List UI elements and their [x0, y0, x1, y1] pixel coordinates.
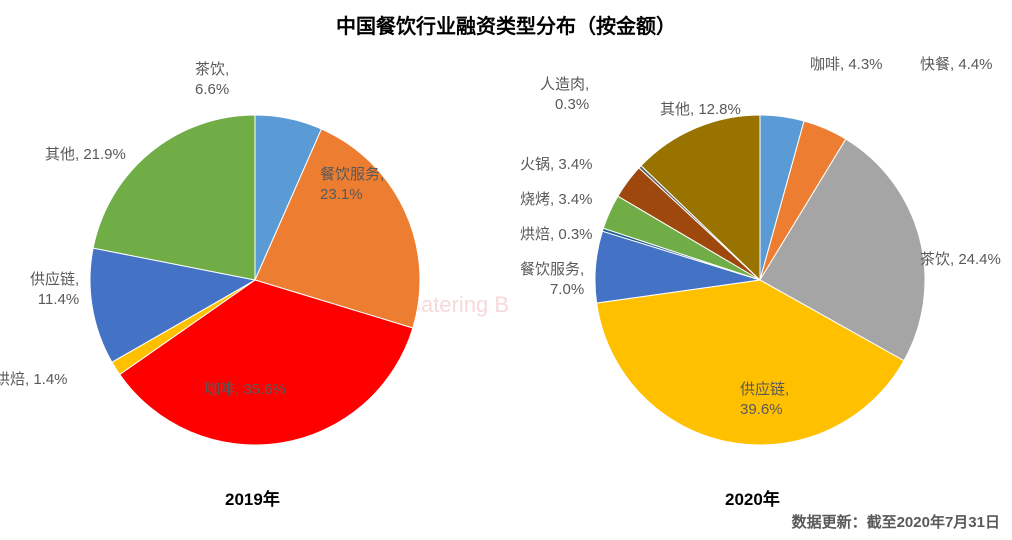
label-烘焙: 烘焙, 0.3% [520, 225, 593, 245]
label-火锅: 火锅, 3.4% [520, 155, 593, 175]
subtitle-2019: 2019年 [225, 485, 280, 510]
label-供应链: 供应链,39.6% [740, 380, 789, 421]
label-咖啡: 咖啡, 4.3% [810, 55, 883, 75]
pie-2020 [0, 0, 1012, 540]
footer-note: 数据更新：截至2020年7月31日 [792, 511, 1000, 532]
label-餐饮服务: 餐饮服务,7.0% [520, 260, 584, 301]
label-咖啡: 咖啡, 35.6% [205, 380, 286, 400]
label-茶饮: 茶饮, 24.4% [920, 250, 1001, 270]
label-烘焙: 烘焙, 1.4% [0, 370, 68, 390]
label-供应链: 供应链,11.4% [30, 270, 79, 311]
label-餐饮服务: 餐饮服务,23.1% [320, 165, 384, 206]
label-其他: 其他, 12.8% [660, 100, 741, 120]
label-其他: 其他, 21.9% [45, 145, 126, 165]
label-人造肉: 人造肉,0.3% [540, 75, 589, 116]
label-茶饮: 茶饮,6.6% [195, 60, 229, 101]
label-快餐: 快餐, 4.4% [920, 55, 993, 75]
subtitle-2020: 2020年 [725, 485, 780, 510]
label-烧烤: 烧烤, 3.4% [520, 190, 593, 210]
